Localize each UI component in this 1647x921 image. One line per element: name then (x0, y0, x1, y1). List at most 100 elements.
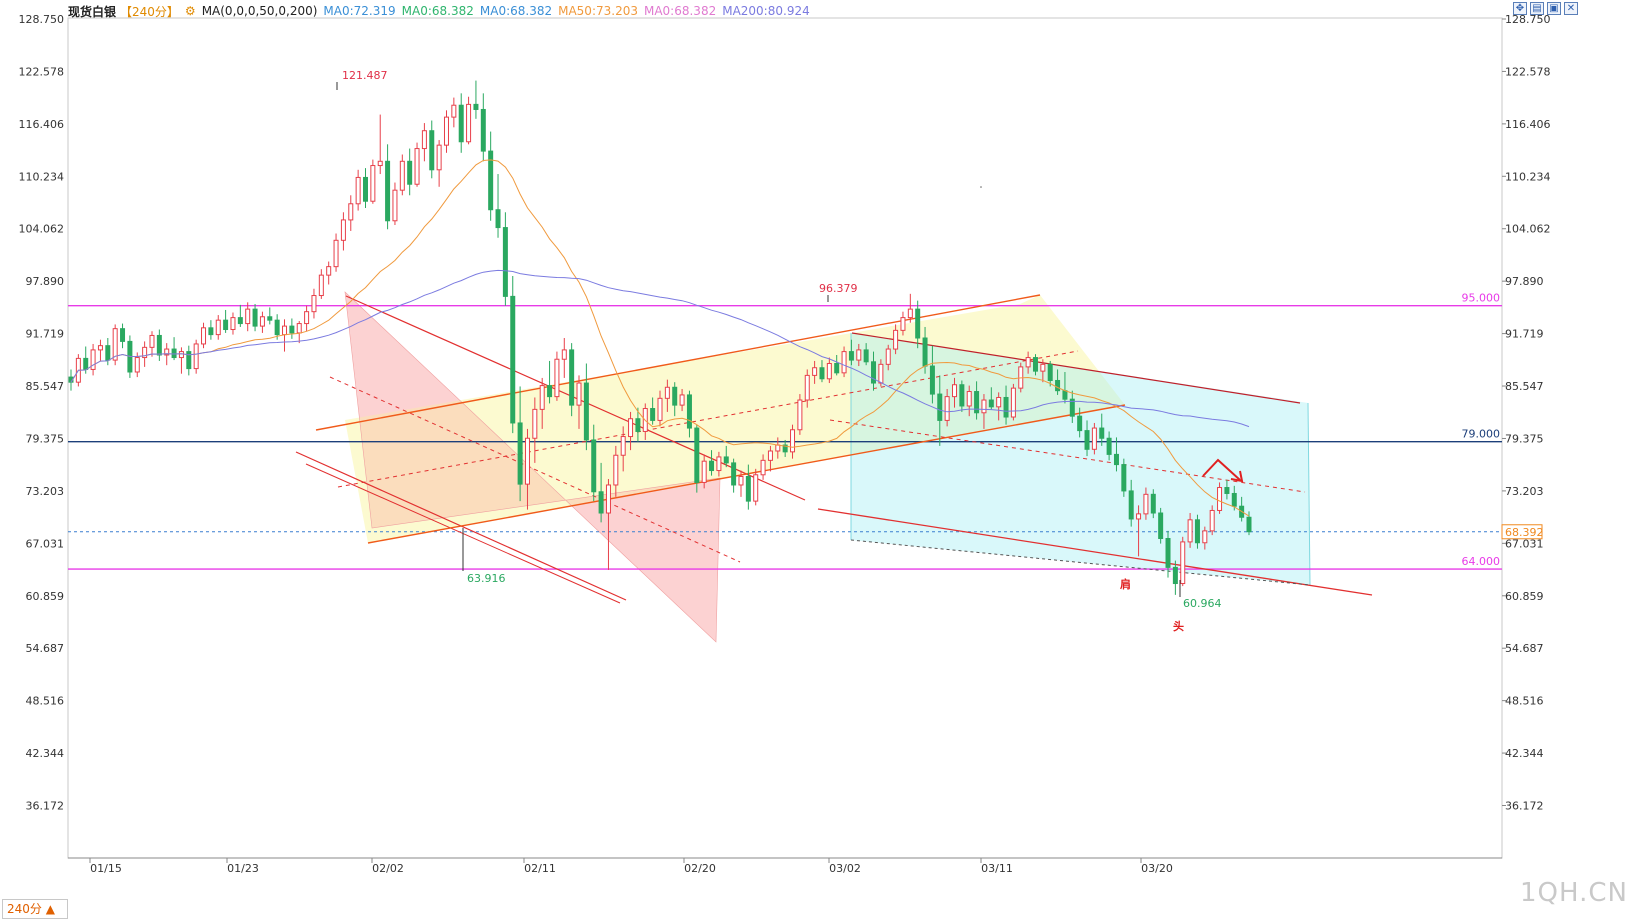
y-tick-left-2: 116.406 (19, 118, 65, 131)
candle-body (414, 148, 420, 185)
gear-icon[interactable]: ⚙ (184, 4, 196, 18)
candle-body (716, 456, 722, 472)
candle-body (326, 266, 332, 276)
trend-line-9 (817, 508, 1373, 596)
y-tick-right-1: 122.578 (1505, 65, 1551, 78)
candle-body (1194, 519, 1200, 544)
candle-body (510, 295, 516, 424)
candle-body (363, 176, 368, 202)
candle-body (1150, 493, 1156, 514)
ma-item-3: MA0:68.382 (479, 4, 553, 18)
candle-body (1121, 464, 1127, 492)
candle-body (488, 150, 494, 211)
ma50-line (70, 159, 1250, 517)
candle-body (1231, 492, 1237, 507)
trend-line-2 (329, 376, 741, 563)
candle-body (686, 394, 692, 429)
down-arrow-icon (1202, 458, 1241, 481)
candle-body (340, 219, 346, 241)
candle-body (782, 444, 788, 453)
trend-line-0 (345, 295, 806, 501)
candle-body (1062, 390, 1068, 400)
candle-body (385, 160, 391, 222)
period-label[interactable]: 【240分】 (120, 4, 179, 19)
candle-body (443, 116, 449, 146)
candle-body (1158, 512, 1164, 540)
candle-body (215, 319, 221, 336)
annotation-0: 121.487 (342, 69, 388, 82)
candle-body (738, 475, 744, 486)
expand-icon[interactable]: ✥ (1513, 2, 1527, 15)
candle-body (201, 327, 207, 345)
candle-body (502, 227, 508, 297)
x-tick-4: 02/20 (684, 862, 716, 875)
red-channel-edge (344, 291, 721, 643)
candle-body (473, 103, 479, 110)
candle-body (539, 385, 545, 410)
candle-body (156, 334, 162, 356)
trend-line-8 (829, 419, 1306, 493)
candle-body (863, 349, 869, 363)
candle-body (134, 357, 140, 373)
candle-body (1003, 396, 1009, 418)
period-selector[interactable]: 240分 ▲ (2, 899, 68, 919)
candle-body (333, 239, 339, 268)
y-tick-right-0: 128.750 (1505, 13, 1551, 26)
candle-body (237, 317, 243, 325)
y-tick-right-15: 36.172 (1505, 800, 1544, 813)
last-price-tag (1501, 524, 1543, 540)
close-icon[interactable]: ✕ (1564, 2, 1578, 15)
y-tick-left-3: 110.234 (19, 170, 65, 183)
candle-body (495, 209, 501, 229)
candle-body (458, 104, 464, 143)
candle-body (569, 349, 575, 406)
candle-body (282, 325, 288, 336)
annotation-3: 60.964 (1183, 597, 1222, 610)
y-tick-left-7: 85.547 (26, 380, 65, 393)
y-tick-right-14: 42.344 (1505, 747, 1544, 760)
candle-body (1246, 516, 1252, 533)
candle-body (709, 460, 715, 472)
candle-body (664, 386, 670, 399)
x-tick-2: 02/02 (372, 862, 404, 875)
candle-body (929, 365, 935, 395)
candle-body (90, 349, 96, 370)
candle-body (392, 189, 398, 222)
candle-body (561, 349, 567, 360)
candle-body (532, 408, 538, 439)
y-tick-right-2: 116.406 (1505, 118, 1551, 131)
candle-body (650, 408, 656, 421)
y-tick-left-12: 54.687 (26, 642, 65, 655)
candle-body (893, 329, 899, 350)
instrument-title: 现货白银 (68, 4, 117, 19)
candle-body (775, 444, 781, 452)
candle-body (848, 351, 854, 361)
candle-body (517, 422, 523, 485)
candle-body (524, 437, 530, 485)
candle-body (981, 399, 987, 414)
ma-item-1: MA0:72.319 (323, 4, 396, 18)
candle-body (944, 396, 950, 421)
candle-body (996, 396, 1002, 408)
candle-body (97, 345, 103, 351)
candle-body (1010, 387, 1016, 418)
restore-icon[interactable]: ▣ (1547, 2, 1561, 15)
annotation-1: 63.916 (467, 572, 506, 585)
minimize-icon[interactable]: ▤ (1530, 2, 1544, 15)
candle-body (922, 337, 928, 367)
ma-params[interactable]: MA(0,0,0,50,0,200) (201, 4, 318, 18)
candle-body (591, 439, 597, 493)
y-tick-right-3: 110.234 (1505, 170, 1551, 183)
candle-body (1099, 427, 1105, 439)
candle-body (1040, 363, 1046, 372)
y-tick-right-8: 79.375 (1505, 432, 1544, 445)
y-tick-right-10: 67.031 (1505, 537, 1544, 550)
x-tick-5: 03/02 (829, 862, 861, 875)
candle-body (421, 130, 427, 150)
stray-dot (980, 186, 982, 188)
candle-body (245, 308, 251, 325)
y-tick-left-5: 97.890 (26, 275, 65, 288)
candle-body (878, 363, 884, 384)
y-tick-right-9: 73.203 (1505, 485, 1544, 498)
